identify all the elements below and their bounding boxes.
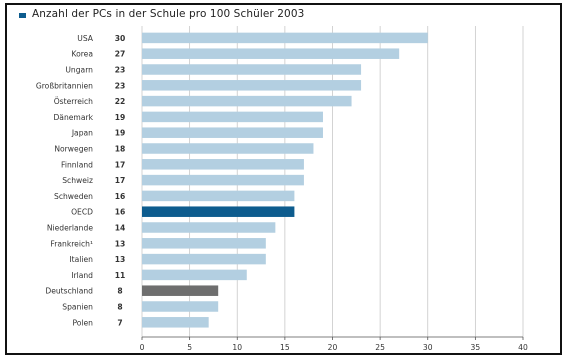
x-tick-label-0: 0 [140, 343, 145, 352]
value-label-11: 16 [115, 208, 126, 217]
category-label-1: Korea [71, 50, 93, 59]
bar-3 [142, 80, 362, 91]
category-label-18: Polen [72, 318, 93, 327]
bar-16 [142, 285, 219, 296]
value-label-5: 19 [115, 113, 126, 122]
category-label-6: Japan [71, 129, 93, 138]
value-label-18: 7 [117, 318, 122, 327]
bar-1 [142, 48, 400, 59]
bar-17 [142, 301, 219, 312]
category-label-16: Deutschland [45, 287, 93, 296]
bar-6 [142, 127, 323, 138]
value-label-16: 8 [117, 287, 122, 296]
value-label-3: 23 [115, 81, 126, 90]
category-label-5: Dänemark [53, 113, 93, 122]
bar-12 [142, 222, 276, 233]
x-tick-label-20: 20 [328, 343, 338, 352]
value-label-9: 17 [115, 176, 126, 185]
category-label-15: Irland [71, 271, 93, 280]
bar-11 [142, 206, 295, 217]
x-tick-label-10: 10 [232, 343, 242, 352]
category-label-4: Österreich [54, 97, 93, 106]
bar-4 [142, 95, 352, 107]
category-label-0: USA [77, 34, 94, 43]
bar-5 [142, 111, 323, 123]
value-label-13: 13 [115, 239, 126, 248]
x-tick-label-30: 30 [423, 343, 433, 352]
value-label-2: 23 [115, 66, 126, 75]
bar-7 [142, 143, 314, 154]
bar-15 [142, 269, 247, 281]
category-label-17: Spanien [62, 303, 93, 312]
category-label-9: Schweiz [62, 176, 93, 185]
x-tick-label-25: 25 [375, 343, 385, 352]
category-label-14: Italien [69, 255, 93, 264]
value-label-12: 14 [115, 224, 126, 233]
category-label-2: Ungarn [65, 66, 93, 75]
category-label-11: OECD [71, 208, 93, 217]
value-label-15: 11 [115, 271, 126, 280]
value-label-1: 27 [115, 50, 126, 59]
value-label-8: 17 [115, 160, 126, 169]
x-tick-label-15: 15 [280, 343, 290, 352]
value-label-6: 19 [115, 129, 126, 138]
value-label-10: 16 [115, 192, 126, 201]
bar-18 [142, 317, 209, 328]
category-label-12: Niederlande [47, 224, 93, 233]
value-label-7: 18 [115, 145, 126, 154]
x-tick-label-5: 5 [187, 343, 192, 352]
value-label-17: 8 [117, 303, 122, 312]
x-tick-label-35: 35 [471, 343, 481, 352]
bar-0 [142, 32, 428, 44]
bar-10 [142, 190, 295, 202]
category-label-3: Großbritannien [36, 81, 93, 90]
chart-title: Anzahl der PCs in der Schule pro 100 Sch… [32, 8, 305, 20]
value-label-0: 30 [115, 34, 126, 43]
category-label-8: Finnland [61, 160, 93, 169]
bar-9 [142, 174, 304, 186]
x-tick-label-40: 40 [518, 343, 528, 352]
bar-14 [142, 253, 266, 265]
bar-13 [142, 238, 266, 249]
bar-2 [142, 64, 362, 75]
value-label-14: 13 [115, 255, 126, 264]
value-label-4: 22 [115, 97, 126, 106]
category-label-10: Schweden [54, 192, 93, 201]
category-label-7: Norwegen [54, 145, 93, 154]
bar-8 [142, 159, 304, 170]
category-label-13: Frankreich¹ [50, 239, 93, 248]
title-marker-icon [19, 13, 26, 18]
